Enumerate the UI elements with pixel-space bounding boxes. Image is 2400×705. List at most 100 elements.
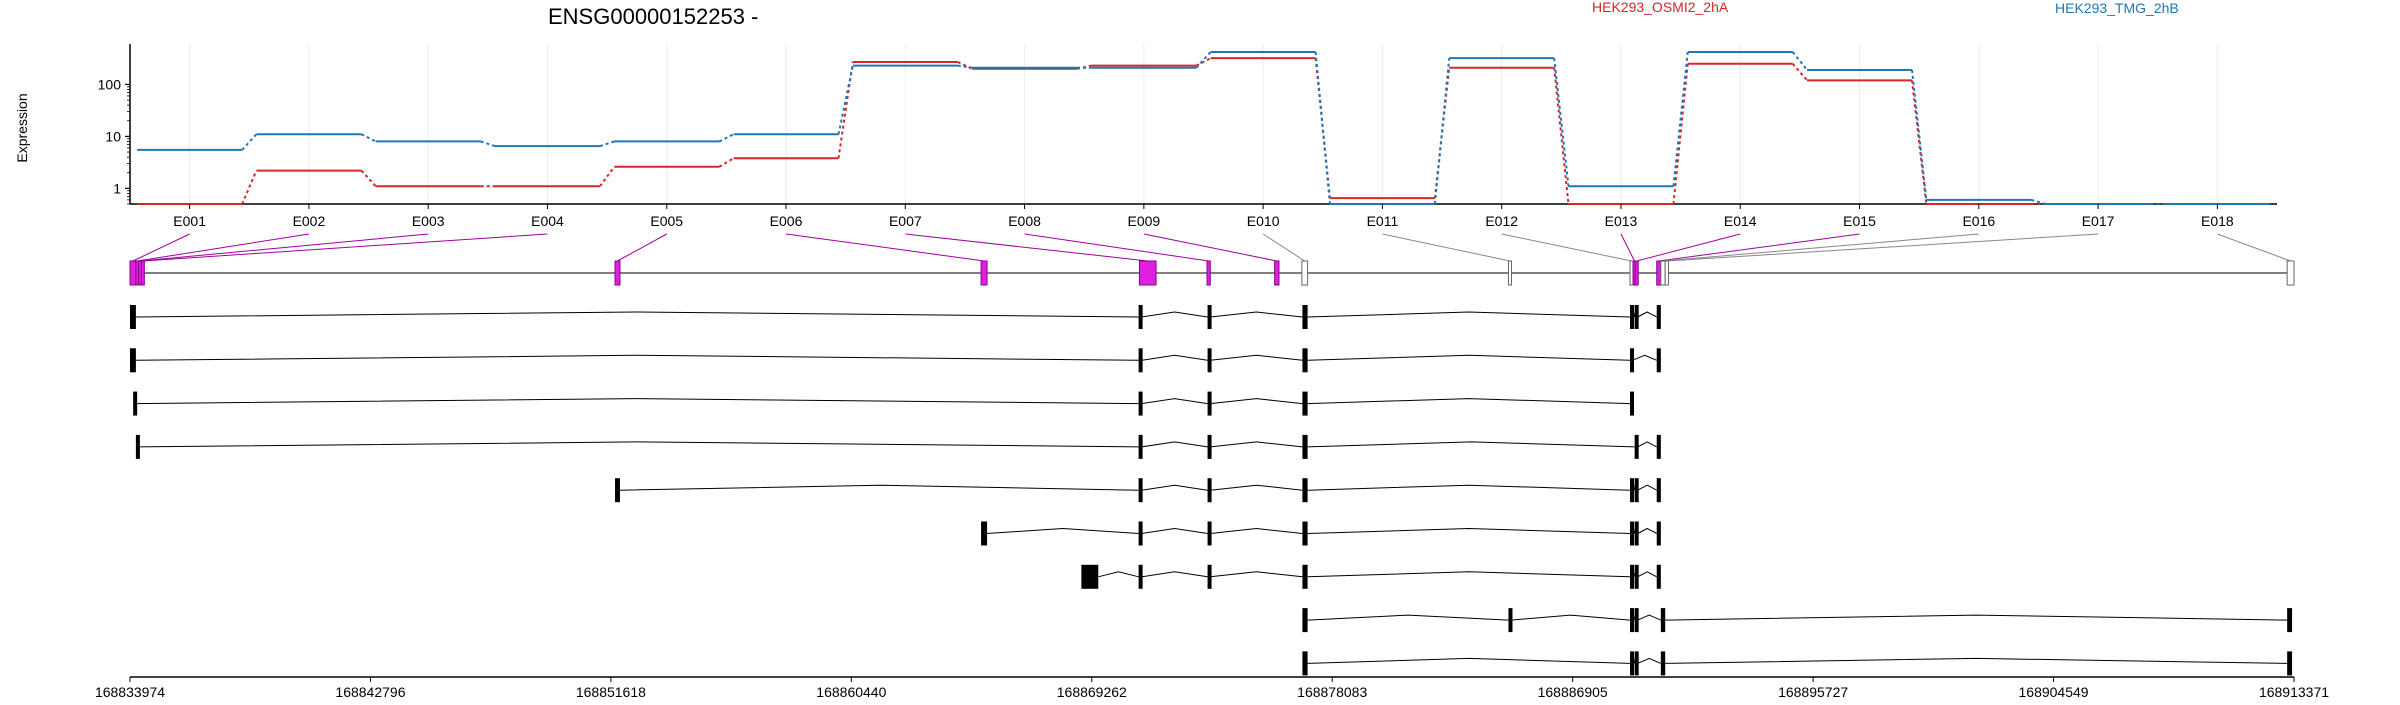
series-connector <box>837 61 854 159</box>
transcript-intron <box>1141 398 1208 405</box>
transcript-exon <box>1138 564 1143 589</box>
exon-block <box>1206 260 1211 286</box>
chart-title: ENSG00000152253 - <box>548 4 758 29</box>
transcript-exon <box>1630 651 1635 676</box>
transcript-9 <box>1302 651 2293 676</box>
exon-connector <box>1620 233 1635 262</box>
transcript-exon <box>2287 651 2293 676</box>
x-tick-label: E003 <box>412 213 445 229</box>
x-tick-label: E015 <box>1843 213 1876 229</box>
plot-axes: 1 10 100 <box>98 44 2277 205</box>
transcript-exon <box>130 305 136 329</box>
transcript-intron <box>1307 311 1631 318</box>
transcript-exon <box>130 348 136 373</box>
transcript-intron <box>987 527 1139 534</box>
exon-connectors <box>132 233 2291 262</box>
transcript-exon <box>1660 608 1666 633</box>
x-tick-label: E008 <box>1008 213 1041 229</box>
series-connector <box>1672 51 1689 187</box>
transcript-1 <box>130 305 1661 329</box>
exon-block <box>1507 260 1512 286</box>
transcript-exon <box>1634 434 1639 459</box>
transcript-intron <box>135 398 1139 405</box>
transcript-exon <box>1207 564 1212 589</box>
exon-connector <box>137 233 309 262</box>
transcript-exon <box>1634 608 1639 633</box>
transcript-exon <box>1656 478 1661 503</box>
transcript-exon <box>1630 478 1635 503</box>
transcript-exon <box>1302 391 1308 416</box>
series-1 <box>137 57 2270 205</box>
genomic-axis: 168833974 168842796 168851618 168860440 1688… <box>95 676 2329 700</box>
transcript-intron <box>1210 311 1303 318</box>
exon-connector <box>1662 233 1979 262</box>
exon-block <box>1660 260 1666 286</box>
series-connector <box>480 140 496 148</box>
transcript-intron <box>1098 571 1139 578</box>
series-connector <box>599 140 615 148</box>
transcript-exon <box>1207 478 1212 503</box>
transcript-exon <box>1302 305 1308 329</box>
transcript-exon <box>1660 651 1666 676</box>
transcript-intron <box>1637 571 1657 578</box>
transcript-intron <box>1141 571 1208 578</box>
transcript-intron <box>1210 354 1303 361</box>
series-connector <box>1672 63 1689 205</box>
transcript-intron <box>1141 484 1208 491</box>
transcript-exon <box>1630 348 1635 373</box>
series-connector <box>837 65 854 135</box>
x-tick-label: E007 <box>889 213 922 229</box>
exon-connector <box>1501 233 1632 262</box>
genomic-tick-label: 168860440 <box>816 684 886 700</box>
transcript-exon <box>1207 348 1212 373</box>
transcript-intron <box>1141 311 1208 318</box>
transcript-exon <box>1634 521 1639 546</box>
genomic-tick-label: 168869262 <box>1057 684 1127 700</box>
transcript-exon <box>1656 348 1661 373</box>
series-connector <box>718 133 734 143</box>
legend-series-2: HEK293_TMG_2hB <box>2055 0 2179 16</box>
x-tick-label: E011 <box>1367 213 1399 229</box>
transcript-2 <box>130 348 1661 373</box>
transcript-exon <box>1656 521 1661 546</box>
x-tick-label: E002 <box>293 213 326 229</box>
exon-model-track <box>129 260 2295 286</box>
transcript-intron <box>1637 311 1657 318</box>
transcript-exon <box>1138 348 1143 373</box>
genomic-tick-label: 168913371 <box>2259 684 2329 700</box>
exon-connector <box>905 233 1148 262</box>
transcript-intron <box>1307 527 1631 534</box>
transcript-exon <box>1630 305 1635 329</box>
transcript-exon <box>1630 391 1635 416</box>
transcript-exon <box>1656 434 1661 459</box>
transcript-exon <box>1138 434 1143 459</box>
exon-connector <box>1382 233 1511 262</box>
genomic-tick-label: 168878083 <box>1297 684 1367 700</box>
transcript-intron <box>1307 484 1631 491</box>
transcript-intron <box>1665 614 2288 621</box>
exon-block <box>1138 260 1157 286</box>
exon-block <box>980 260 988 286</box>
transcript-exon <box>1656 564 1661 589</box>
grid-lines <box>189 44 2218 204</box>
transcript-intron <box>135 311 1139 318</box>
exon-connector <box>617 233 667 262</box>
transcript-exon <box>1302 521 1308 546</box>
genomic-tick-label: 168851618 <box>576 684 646 700</box>
transcript-intron <box>1510 614 1631 621</box>
transcript-exon <box>1634 305 1639 329</box>
transcript-exon <box>1630 564 1635 589</box>
transcript-exon <box>1207 434 1212 459</box>
exon-block <box>614 260 621 286</box>
exon-block <box>140 260 145 286</box>
series-connector <box>1553 67 1570 205</box>
transcript-intron <box>1210 571 1303 578</box>
series-connector <box>360 133 377 143</box>
transcript-exon <box>1634 564 1639 589</box>
transcript-intron <box>1307 441 1635 448</box>
transcript-exon <box>1302 564 1308 589</box>
genomic-tick-label: 168904549 <box>2019 684 2089 700</box>
transcript-intron <box>1141 527 1208 534</box>
legend-series-1: HEK293_OSMI2_2hA <box>1592 0 1729 15</box>
series-connector <box>1911 69 1928 200</box>
